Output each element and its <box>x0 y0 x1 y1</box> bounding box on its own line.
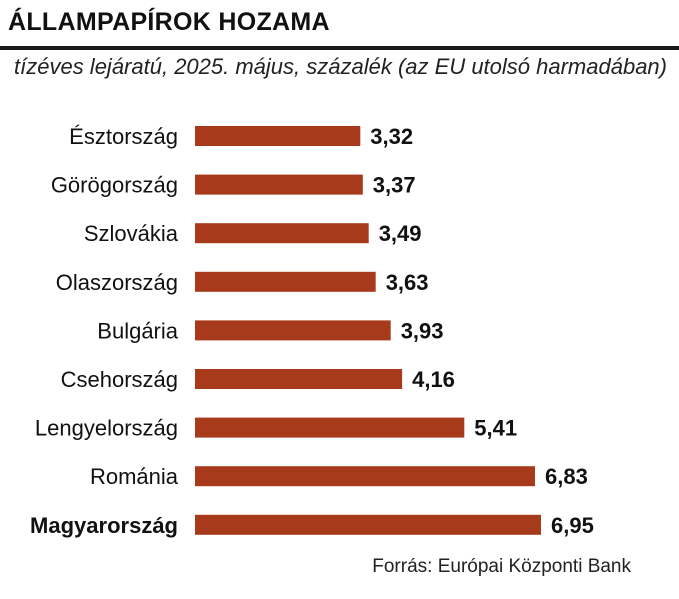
chart-title: ÁLLAMPAPÍROK HOZAMA <box>8 8 330 36</box>
source-note: Forrás: Európai Központi Bank <box>372 556 631 577</box>
category-label: Olaszország <box>56 270 178 295</box>
bar <box>195 271 376 292</box>
value-label: 3,37 <box>373 173 416 198</box>
value-label: 3,32 <box>370 124 413 149</box>
value-label: 3,63 <box>386 270 429 295</box>
category-label: Románia <box>90 464 179 489</box>
bar <box>195 417 465 438</box>
category-label: Csehország <box>61 367 178 392</box>
category-label: Lengyelország <box>35 416 178 441</box>
category-label: Görögország <box>51 173 178 198</box>
bar <box>195 514 541 535</box>
value-label: 5,41 <box>474 416 517 441</box>
bar <box>195 126 361 146</box>
category-label: Szlovákia <box>84 221 179 246</box>
value-label: 3,93 <box>401 318 444 343</box>
bar <box>195 174 363 195</box>
category-label: Bulgária <box>97 318 178 343</box>
title-divider <box>0 46 679 50</box>
bar <box>195 223 369 244</box>
value-label: 3,49 <box>379 221 422 246</box>
bar <box>195 369 403 389</box>
bar <box>195 466 535 487</box>
bar <box>195 320 391 341</box>
value-label: 6,95 <box>551 513 594 538</box>
value-label: 4,16 <box>412 367 455 392</box>
chart-subtitle: tízéves lejáratú, 2025. május, százalék … <box>14 54 667 79</box>
category-label: Magyarország <box>30 513 178 538</box>
value-label: 6,83 <box>545 464 588 489</box>
category-label: Észtország <box>69 124 178 149</box>
